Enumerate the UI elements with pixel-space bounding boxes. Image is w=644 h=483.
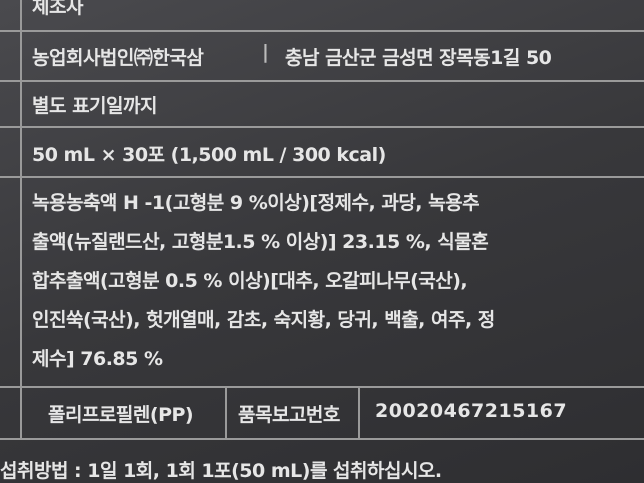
report-number: 20020467215167 bbox=[375, 400, 568, 422]
rule bbox=[0, 386, 644, 388]
cell-divider bbox=[225, 386, 227, 438]
ingredient-line: 제수] 76.85 % bbox=[32, 348, 163, 370]
heading: 제조사 bbox=[32, 0, 83, 18]
address: 충남 금산군 금성면 장목동1길 50 bbox=[285, 47, 552, 69]
cell-divider bbox=[358, 386, 360, 438]
ingredient-line: 합추출액(고형분 0.5 % 이상)[대추, 오갈피나무(국산), bbox=[32, 270, 468, 292]
manufacturer: 농업회사법인㈜한국삼 bbox=[32, 47, 204, 69]
ingredient-line: 출액(뉴질랜드산, 고형분1.5 % 이상)] 23.15 %, 식물혼 bbox=[32, 231, 489, 253]
rule bbox=[0, 438, 644, 440]
ingredient-line: 인진쑥(국산), 헛개열매, 감초, 숙지황, 당귀, 백출, 여주, 정 bbox=[32, 309, 495, 331]
rule bbox=[0, 30, 644, 32]
border bbox=[20, 0, 22, 440]
rule bbox=[0, 176, 644, 178]
volume: 50 mL × 30포 (1,500 mL / 300 kcal) bbox=[32, 144, 386, 166]
expiry: 별도 표기일까지 bbox=[32, 95, 157, 117]
usage: 섭취방법 : 1일 1회, 1회 1포(50 mL)를 섭취하십시오. bbox=[0, 460, 442, 482]
rule bbox=[0, 80, 644, 82]
packaging: 폴리프로필렌(PP) bbox=[48, 404, 194, 426]
separator: | bbox=[262, 41, 269, 63]
report-heading: 품목보고번호 bbox=[238, 404, 340, 426]
ingredient-line: 녹용농축액 H -1(고형분 9 %이상)[정제수, 과당, 녹용추 bbox=[32, 192, 480, 214]
rule bbox=[0, 126, 644, 128]
